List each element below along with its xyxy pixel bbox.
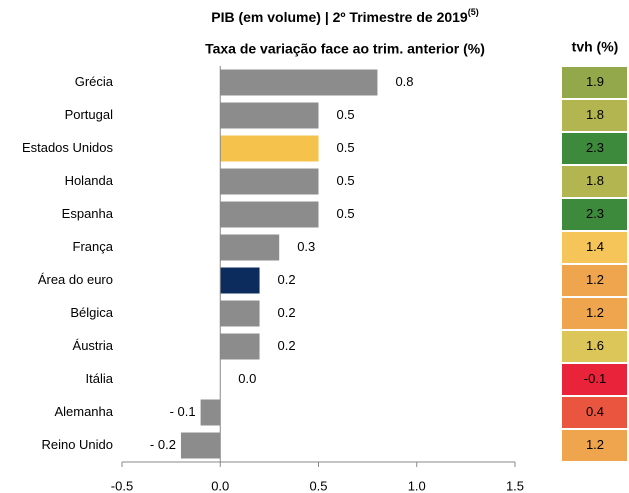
x-tick-label: 0.0 <box>211 478 229 493</box>
bar <box>200 399 221 426</box>
value-label: 0.5 <box>337 206 355 221</box>
value-label: 0.3 <box>297 239 315 254</box>
bar <box>220 234 280 261</box>
value-label: 0.5 <box>337 173 355 188</box>
table-value: 1.8 <box>586 107 604 122</box>
bar <box>220 168 319 195</box>
table-value: -0.1 <box>584 371 606 386</box>
table-cell <box>562 133 627 164</box>
chart-title: PIB (em volume) | 2º Trimestre de 2019(5… <box>211 7 478 24</box>
bar <box>220 267 260 294</box>
table-value: 2.3 <box>586 206 604 221</box>
bar <box>220 333 260 360</box>
table-cell <box>562 397 627 428</box>
category-label: Área do euro <box>38 272 113 287</box>
category-label: Bélgica <box>70 305 113 320</box>
value-label: 0.5 <box>337 140 355 155</box>
table-cell <box>562 232 627 263</box>
category-label: Áustria <box>73 338 114 353</box>
table-value: 2.3 <box>586 140 604 155</box>
table-value: 1.4 <box>586 239 604 254</box>
value-label: 0.0 <box>238 371 256 386</box>
category-label: Holanda <box>65 173 114 188</box>
table-cell <box>562 199 627 230</box>
bar <box>180 432 221 459</box>
table-title: tvh (%) <box>572 39 619 55</box>
title-note: (5) <box>468 7 479 17</box>
table-value: 1.8 <box>586 173 604 188</box>
category-label: Itália <box>86 371 114 386</box>
category-label: Portugal <box>65 107 114 122</box>
value-label: 0.8 <box>395 74 413 89</box>
table-value: 1.9 <box>586 74 604 89</box>
category-label: Estados Unidos <box>22 140 114 155</box>
x-tick-label: 0.5 <box>309 478 327 493</box>
bar <box>220 300 260 327</box>
title-text: PIB (em volume) | 2º Trimestre de 2019 <box>211 9 468 25</box>
table-cell <box>562 67 627 98</box>
category-label: Alemanha <box>54 404 113 419</box>
x-tick-label: 1.5 <box>506 478 524 493</box>
table-cell <box>562 298 627 329</box>
value-label: 0.2 <box>278 272 296 287</box>
x-tick-label: 1.0 <box>408 478 426 493</box>
table-cell <box>562 331 627 362</box>
bar <box>220 69 378 96</box>
table-value: 1.2 <box>586 437 604 452</box>
value-label: - 0.1 <box>170 404 196 419</box>
table-value: 0.4 <box>586 404 604 419</box>
table-value: 1.2 <box>586 272 604 287</box>
value-label: 0.2 <box>278 305 296 320</box>
category-label: Grécia <box>75 74 114 89</box>
table-value: 1.6 <box>586 338 604 353</box>
table-cell <box>562 100 627 131</box>
category-label: Reino Unido <box>41 437 113 452</box>
table-cell <box>562 265 627 296</box>
value-label: 0.2 <box>278 338 296 353</box>
value-label: 0.5 <box>337 107 355 122</box>
category-label: Espanha <box>62 206 114 221</box>
chart-subtitle: Taxa de variação face ao trim. anterior … <box>205 41 485 57</box>
bar <box>220 201 319 228</box>
bar <box>220 102 319 129</box>
table-cell <box>562 430 627 461</box>
value-label: - 0.2 <box>150 437 176 452</box>
table-cell <box>562 166 627 197</box>
table-value: 1.2 <box>586 305 604 320</box>
bar <box>220 135 319 162</box>
x-tick-label: -0.5 <box>111 478 133 493</box>
table-cell <box>562 364 627 395</box>
category-label: França <box>73 239 114 254</box>
